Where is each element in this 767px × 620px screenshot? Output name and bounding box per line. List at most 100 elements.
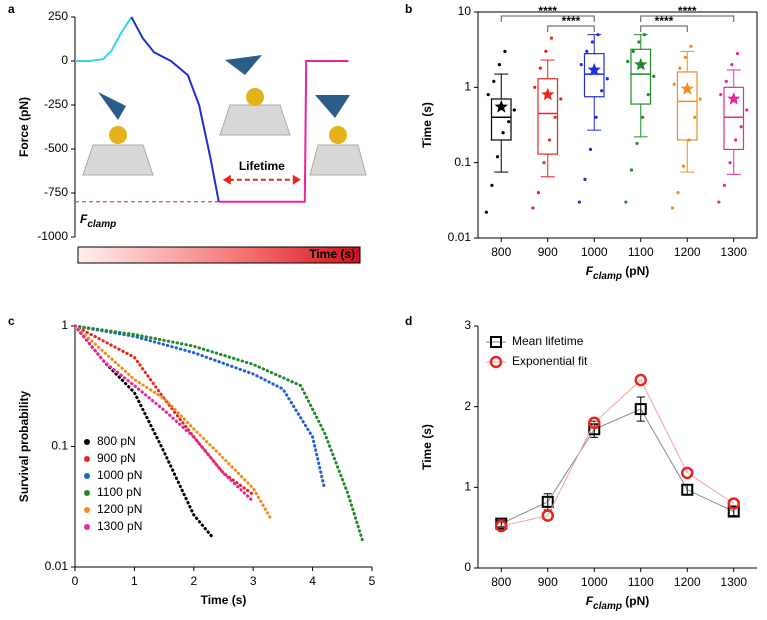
marker xyxy=(681,483,694,496)
mean-star xyxy=(680,82,694,95)
axis-label: Fclamp xyxy=(80,212,116,229)
x-tick-label: 900 xyxy=(538,245,558,259)
marker xyxy=(727,505,740,518)
point xyxy=(585,49,589,53)
box xyxy=(537,78,559,155)
series-line xyxy=(73,324,273,521)
x-tick-label: 4 xyxy=(309,574,316,588)
point xyxy=(730,63,734,67)
axis-label: Fclamp (pN) xyxy=(586,264,650,281)
legend-marker xyxy=(490,336,502,348)
point xyxy=(698,97,702,101)
legend-marker xyxy=(84,439,90,445)
point xyxy=(689,44,693,48)
box xyxy=(723,86,745,151)
y-axis-label: Time (s) xyxy=(420,102,434,148)
box xyxy=(583,53,605,98)
x-tick-label: 1200 xyxy=(674,245,701,259)
significance-label: **** xyxy=(538,4,557,18)
point xyxy=(544,49,548,53)
point xyxy=(590,40,594,44)
significance-bracket xyxy=(640,25,688,32)
significance-bracket xyxy=(500,15,595,22)
unit: (pN) xyxy=(622,264,649,278)
point xyxy=(739,125,743,129)
point xyxy=(490,183,494,187)
point xyxy=(492,79,496,83)
error-bar xyxy=(636,396,645,422)
x-tick-label: 1000 xyxy=(581,245,608,259)
legend-marker xyxy=(84,524,90,530)
marker xyxy=(681,466,694,480)
point xyxy=(734,138,738,142)
y-tick-label: -750 xyxy=(44,185,68,199)
x-tick-label: 0 xyxy=(72,574,79,588)
point xyxy=(536,191,541,195)
x-tick-label: 800 xyxy=(491,575,511,589)
point xyxy=(745,108,749,112)
legend-label: 1000 pN xyxy=(97,468,142,482)
legend-marker xyxy=(489,355,503,369)
panel-letter: c xyxy=(8,314,15,328)
y-tick-label: 0 xyxy=(464,560,471,574)
point xyxy=(678,66,682,70)
series-line xyxy=(501,379,735,527)
point xyxy=(719,93,723,97)
point xyxy=(542,161,546,165)
x-tick-label: 3 xyxy=(250,574,257,588)
legend-label: Exponential fit xyxy=(512,354,588,368)
mean-star xyxy=(541,87,555,101)
error-bar xyxy=(683,484,692,496)
x-tick-label: 5 xyxy=(369,574,376,588)
legend-label: 1300 pN xyxy=(97,519,142,533)
annotation: Lifetime xyxy=(239,159,285,173)
panel-letter: d xyxy=(405,314,412,328)
point xyxy=(641,115,645,119)
subscript: clamp xyxy=(593,601,622,612)
marker xyxy=(541,495,554,508)
box xyxy=(490,98,512,141)
box xyxy=(630,48,652,105)
marker xyxy=(495,519,508,533)
point xyxy=(735,52,740,56)
y-tick-label: 0.01 xyxy=(45,559,69,573)
series-line xyxy=(73,324,365,544)
x-tick-label: 1000 xyxy=(581,575,608,589)
point xyxy=(605,77,609,81)
x-tick-label: 2 xyxy=(190,574,197,588)
series-line xyxy=(130,16,220,202)
series-line xyxy=(73,324,214,538)
y-tick-label: 1 xyxy=(464,480,471,494)
y-tick-label: -1000 xyxy=(37,229,68,243)
point xyxy=(594,115,598,119)
y-axis-label: Survival probability xyxy=(17,390,31,502)
subscript: clamp xyxy=(87,218,116,229)
y-tick-label: 1 xyxy=(464,80,471,94)
panel-letter: a xyxy=(8,2,15,16)
y-tick-label: 0 xyxy=(61,53,68,67)
mean-star xyxy=(634,57,648,71)
symbol: F xyxy=(586,264,594,278)
legend-label: 900 pN xyxy=(97,451,136,465)
y-tick-label: 0.1 xyxy=(454,155,471,169)
mean-star xyxy=(494,99,508,113)
point xyxy=(533,85,537,89)
axis-label: Fclamp (pN) xyxy=(586,594,650,611)
y-tick-label: -500 xyxy=(44,141,68,155)
significance-label: **** xyxy=(655,14,674,28)
series-line xyxy=(73,324,255,503)
y-tick-label: 2 xyxy=(464,399,471,413)
point xyxy=(631,49,635,53)
point xyxy=(486,93,490,97)
symbol: F xyxy=(586,594,594,608)
legend-marker xyxy=(84,507,90,513)
series-line xyxy=(75,16,133,62)
point xyxy=(507,120,511,124)
marker xyxy=(634,373,647,387)
unit: (pN) xyxy=(622,594,649,608)
x-axis-label: Time (s) xyxy=(201,593,247,607)
legend-label: Mean lifetime xyxy=(512,334,584,348)
point xyxy=(548,138,552,142)
legend-marker xyxy=(84,490,90,496)
